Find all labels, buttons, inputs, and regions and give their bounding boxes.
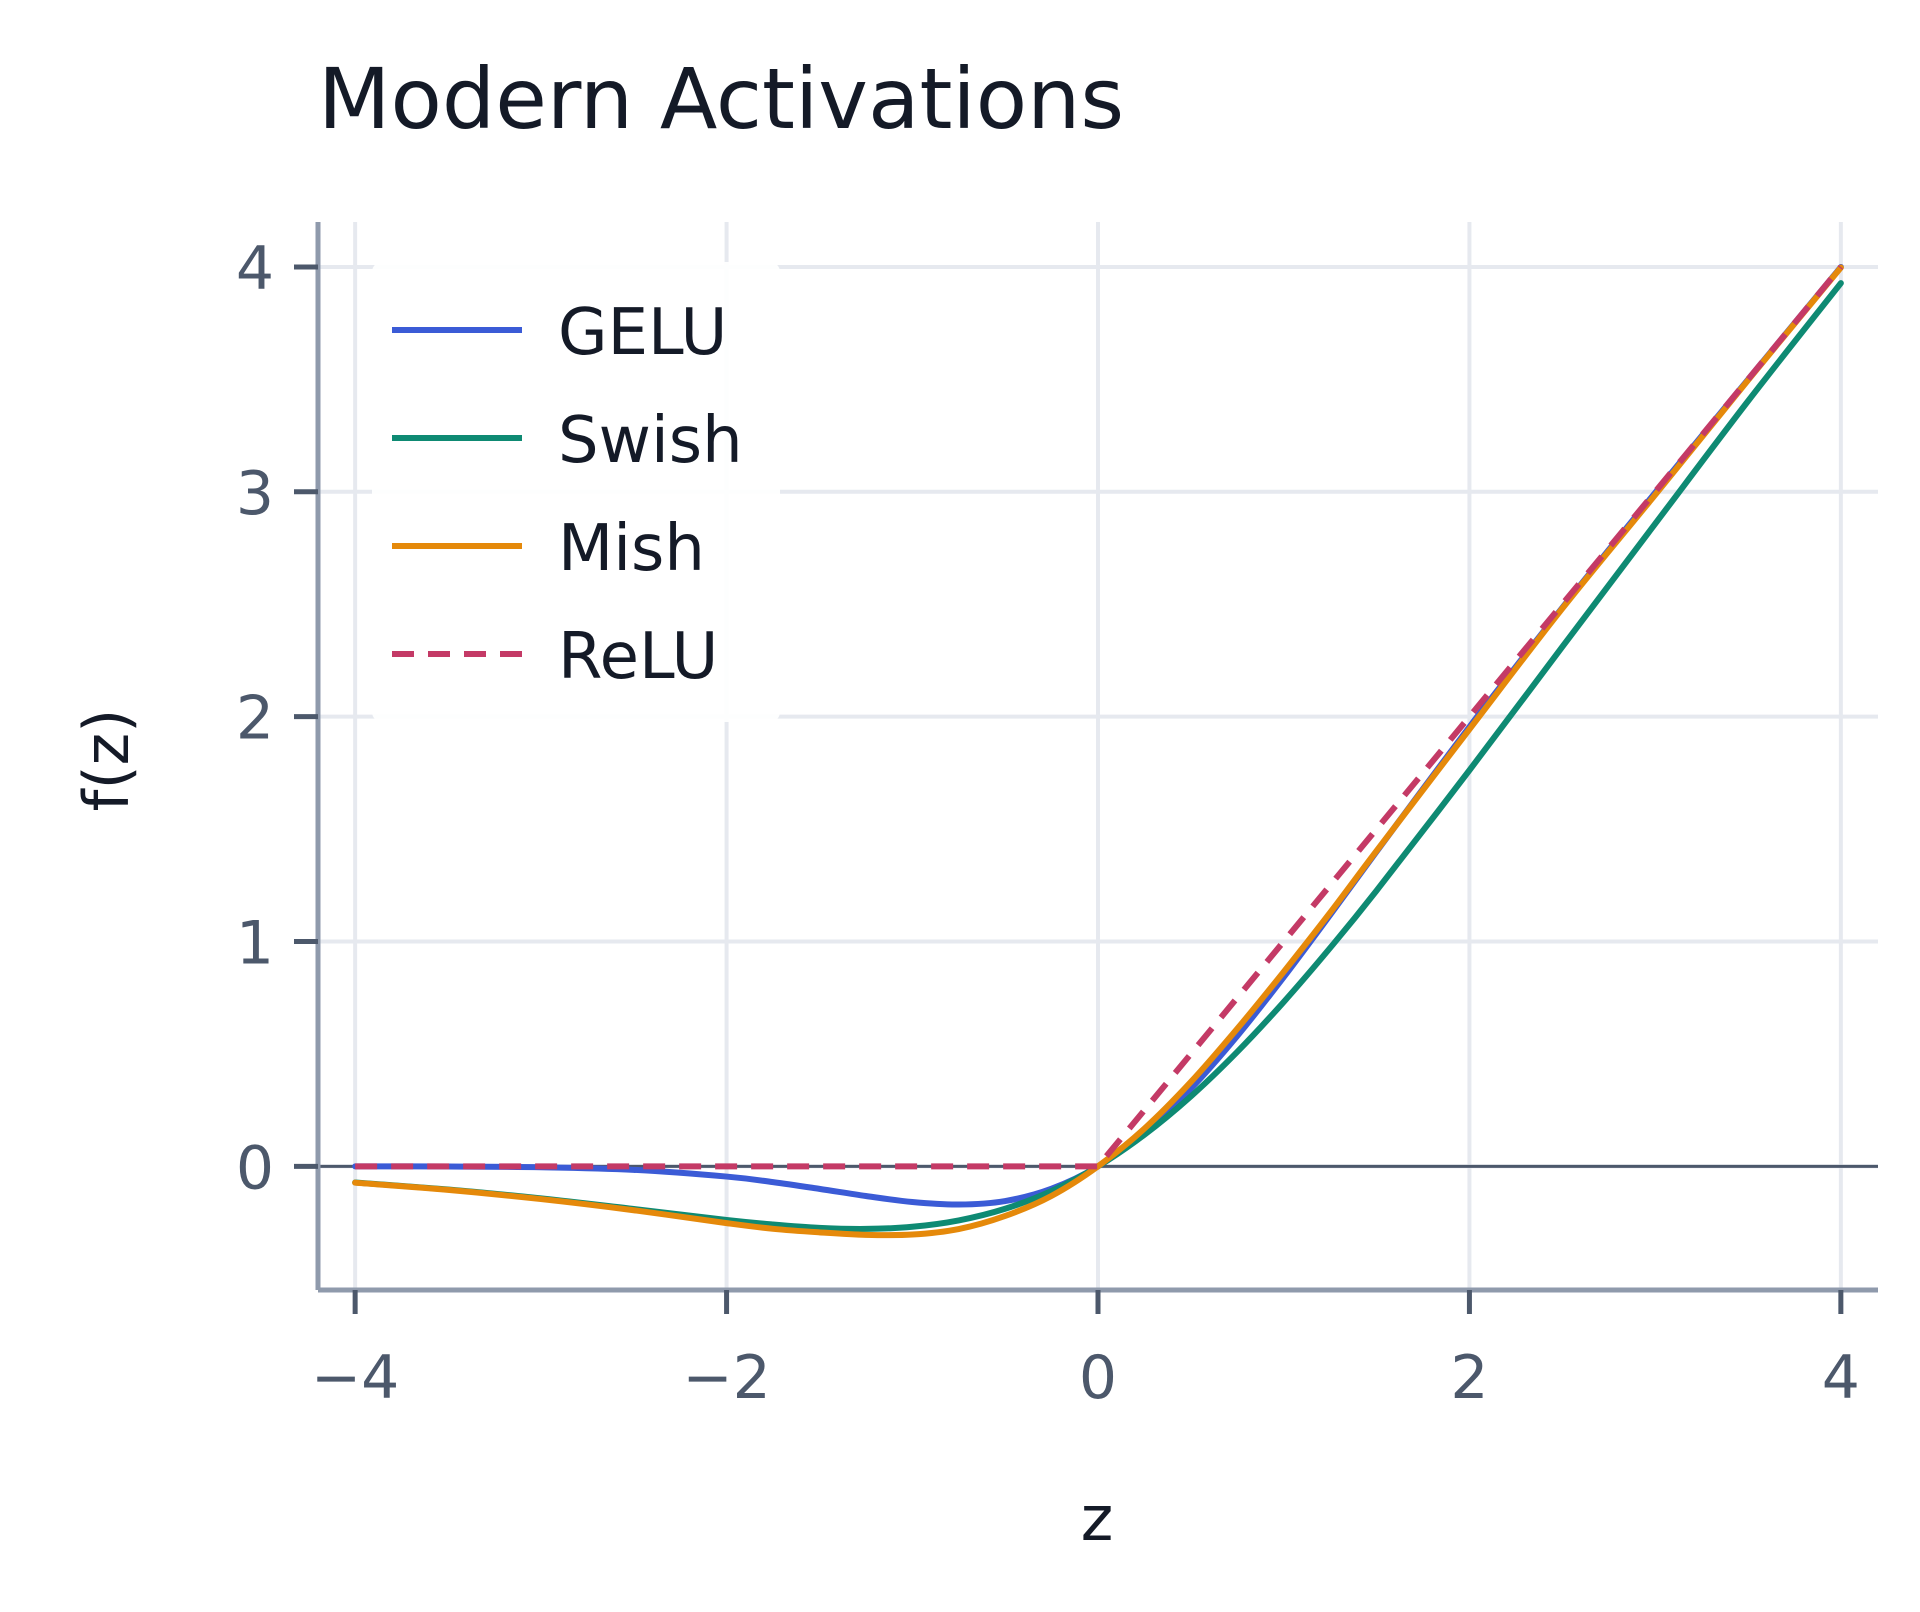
series-line-relu xyxy=(355,265,1844,1170)
x-tick-label: 2 xyxy=(1450,1343,1488,1413)
y-tick-label: 1 xyxy=(236,908,274,978)
x-tick-label: −2 xyxy=(682,1343,770,1413)
series-line-mish xyxy=(352,264,1844,1239)
legend-label-gelu: GELU xyxy=(558,296,727,370)
y-tick-label: 4 xyxy=(236,234,274,304)
legend: GELU Swish Mish ReLU xyxy=(372,262,780,722)
chart-title: Modern Activations xyxy=(318,50,1124,148)
y-axis-label: f(z) xyxy=(70,709,143,812)
y-tick-label: 0 xyxy=(236,1133,274,1203)
y-tick-label: 3 xyxy=(236,459,274,529)
legend-box xyxy=(372,262,780,722)
tick-layer: −4 −2 0 2 4 0 1 2 3 4 xyxy=(236,234,1860,1413)
series-layer xyxy=(352,263,1844,1239)
legend-label-swish: Swish xyxy=(558,404,743,478)
x-tick-label: −4 xyxy=(311,1343,399,1413)
legend-label-mish: Mish xyxy=(558,512,705,586)
legend-label-relu: ReLU xyxy=(558,620,718,694)
x-axis-label: z xyxy=(1081,1482,1114,1555)
y-tick-label: 2 xyxy=(236,684,274,754)
x-tick-label: 0 xyxy=(1079,1343,1117,1413)
x-tick-label: 4 xyxy=(1822,1343,1860,1413)
